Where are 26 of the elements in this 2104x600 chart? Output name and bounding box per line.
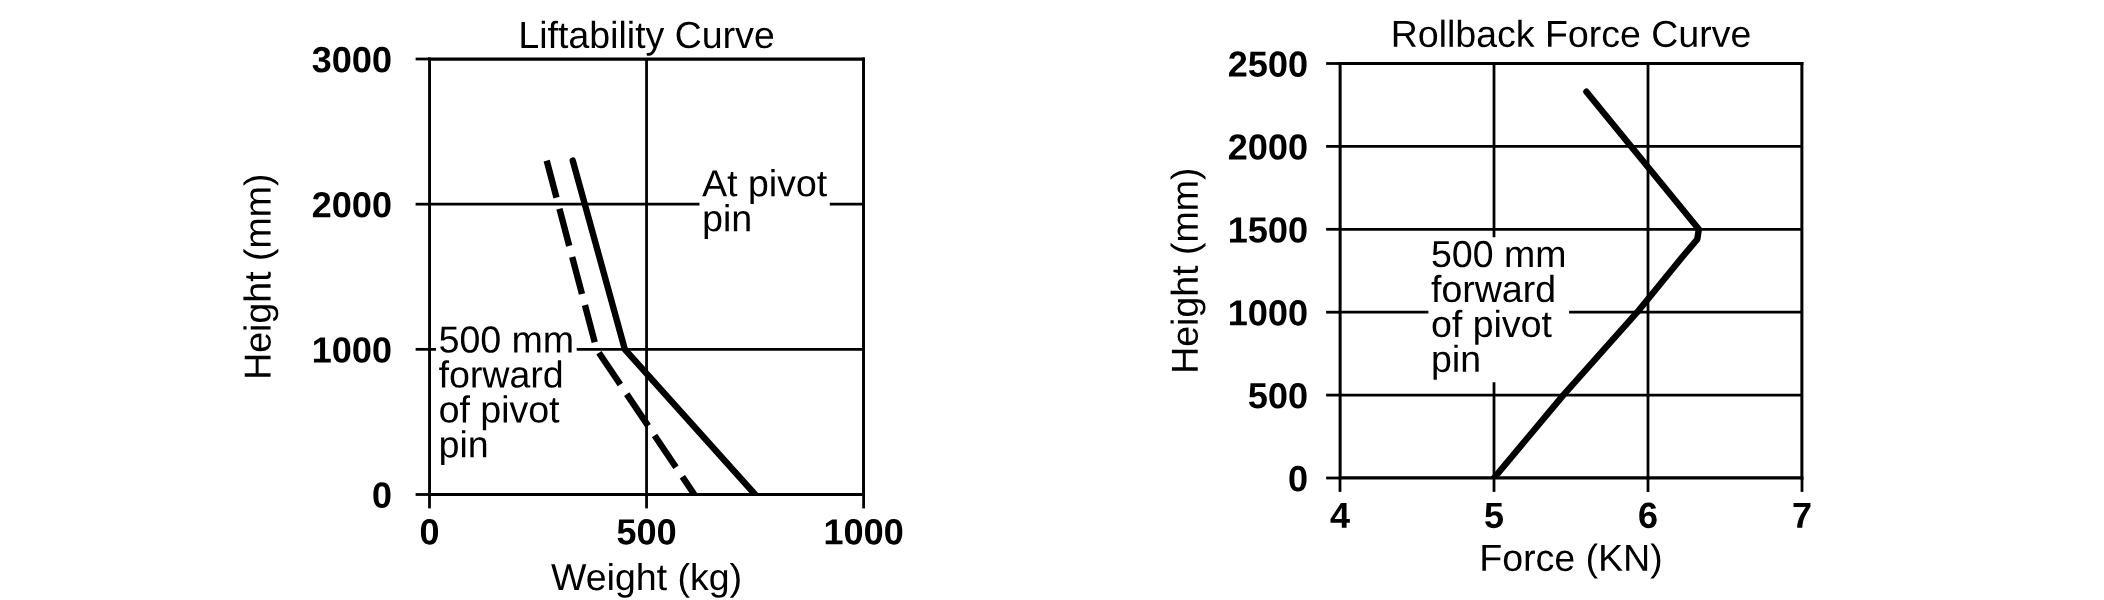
y-tick-label: 2000 [1228,134,1307,160]
series-label: 500 mm forward of pivot pin [439,326,572,466]
x-tick-label: 500 [617,519,676,545]
y-tick-label: 1500 [1230,217,1307,243]
x-tick-label: 1000 [825,519,903,545]
x-tick-label: 7 [1793,502,1811,528]
y-tick-label: 3000 [312,46,391,73]
series-label: 500 mm forward of pivot pin [1431,240,1564,380]
chart-title: Rollback Force Curve [1393,19,1750,48]
x-tick-label: 0 [420,519,439,545]
x-tick-label: 5 [1485,502,1504,529]
x-tick-label: 4 [1330,502,1350,528]
x-tick-label: 6 [1639,502,1657,529]
y-tick-label: 0 [1289,465,1307,492]
y-tick-label: 2000 [312,192,391,218]
y-tick-label: 1000 [1230,300,1307,326]
x-axis-title: Weight (kg) [551,562,740,598]
text: At pivot pin [702,169,827,239]
y-tick-label: 2500 [1228,51,1307,77]
y-tick-label: 500 [1248,382,1307,409]
chart-title: Liftability Curve [521,20,774,56]
y-tick-label: 0 [373,482,391,508]
y-axis-title: Height (mm) [243,175,279,377]
x-axis-title: Force (KN) [1482,543,1661,579]
y-tick-label: 1000 [313,337,391,363]
y-axis-title: Height (mm) [1170,169,1206,371]
